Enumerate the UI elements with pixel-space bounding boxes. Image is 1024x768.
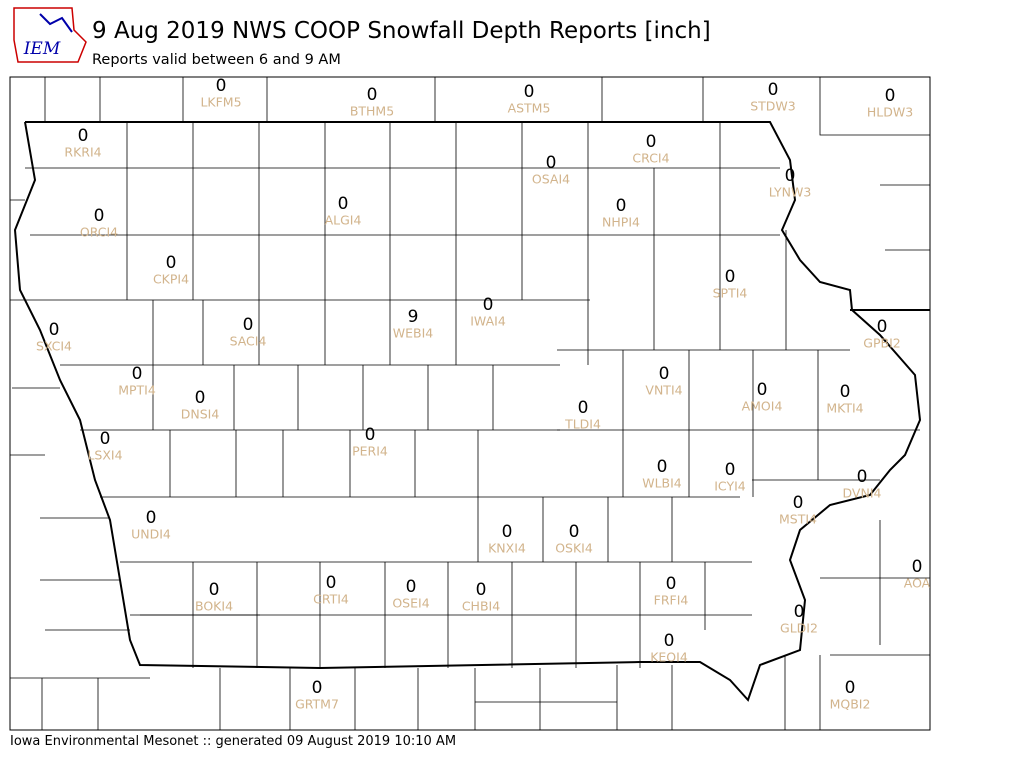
station-id: LYNW3	[769, 185, 812, 200]
station-id: KEOI4	[650, 650, 688, 665]
station-id: CRCI4	[632, 151, 669, 166]
subtitle: Reports valid between 6 and 9 AM	[92, 52, 341, 68]
footer: Iowa Environmental Mesonet :: generated …	[10, 734, 456, 749]
station-value: 0	[49, 320, 60, 340]
station-value: 0	[546, 153, 557, 173]
station-value: 0	[757, 380, 768, 400]
station-value: 0	[166, 253, 177, 273]
station-value: 0	[885, 86, 896, 106]
station-value: 0	[502, 522, 513, 542]
station-id: ASTM5	[508, 101, 551, 116]
station-value: 0	[483, 295, 494, 315]
station-value: 0	[216, 76, 227, 96]
station-value: 0	[785, 166, 796, 186]
station-id: STDW3	[750, 99, 796, 114]
station-value: 0	[840, 382, 851, 402]
station-id: WEBI4	[393, 326, 434, 341]
station-id: GPBI2	[863, 336, 900, 351]
station-id: SACI4	[230, 334, 267, 349]
station-id: BOKI4	[195, 599, 233, 614]
station-value: 0	[367, 85, 378, 105]
station-id: ICYI4	[714, 479, 746, 494]
station-id: NHPI4	[602, 215, 640, 230]
station-value: 0	[146, 508, 157, 528]
station-id: MKTI4	[826, 401, 863, 416]
station-id: ORCI4	[80, 225, 118, 240]
station-value: 0	[616, 196, 627, 216]
station-id: FRFI4	[654, 593, 689, 608]
station-value: 0	[406, 577, 417, 597]
station-id: GRTM7	[295, 697, 339, 712]
station-value: 0	[725, 267, 736, 287]
station-value: 0	[845, 678, 856, 698]
station-value: 0	[326, 573, 337, 593]
station-value: 0	[569, 522, 580, 542]
station-id: KNXI4	[488, 541, 526, 556]
station-value: 0	[365, 425, 376, 445]
station-value: 0	[100, 429, 111, 449]
basemap	[10, 77, 930, 730]
station-id: CRTI4	[313, 592, 349, 607]
station-value: 0	[338, 194, 349, 214]
station-value: 0	[78, 126, 89, 146]
station-id: SPTI4	[713, 286, 748, 301]
station-value: 0	[524, 82, 535, 102]
station-id: AOA	[904, 576, 931, 591]
station-value: 0	[476, 580, 487, 600]
station-id: ALGI4	[325, 213, 362, 228]
station-value: 0	[657, 457, 668, 477]
logo: IEM	[13, 7, 87, 63]
station-value: 0	[94, 206, 105, 226]
station-id: VNTI4	[645, 383, 682, 398]
station-id: GLDI2	[780, 621, 818, 636]
station-value: 0	[725, 460, 736, 480]
station-value: 0	[794, 602, 805, 622]
station-value: 0	[877, 317, 888, 337]
station-value: 0	[132, 364, 143, 384]
station-id: AMOI4	[742, 399, 783, 414]
station-value: 0	[768, 80, 779, 100]
station-id: IWAI4	[470, 314, 506, 329]
station-value: 0	[857, 467, 868, 487]
station-id: OSAI4	[532, 172, 570, 187]
station-value: 9	[408, 307, 419, 327]
map-frame	[9, 76, 931, 731]
station-id: MSTI4	[779, 512, 817, 527]
station-value: 0	[195, 388, 206, 408]
station-value: 0	[793, 493, 804, 513]
station-id: CHBI4	[462, 599, 500, 614]
station-id: BTHM5	[350, 104, 394, 119]
logo-text: IEM	[23, 39, 61, 59]
station-id: UNDI4	[131, 527, 171, 542]
station-id: DVNI4	[843, 486, 882, 501]
station-id: SXCI4	[36, 339, 72, 354]
station-value: 0	[664, 631, 675, 651]
station-id: MPTI4	[118, 383, 156, 398]
station-value: 0	[578, 398, 589, 418]
station-value: 0	[646, 132, 657, 152]
title: 9 Aug 2019 NWS COOP Snowfall Depth Repor…	[92, 18, 711, 44]
station-id: LSXI4	[87, 448, 122, 463]
station-value: 0	[312, 678, 323, 698]
station-id: HLDW3	[867, 105, 913, 120]
station-value: 0	[209, 580, 220, 600]
station-id: CKPI4	[153, 272, 189, 287]
station-value: 0	[912, 557, 923, 577]
station-id: LKFM5	[200, 95, 241, 110]
station-id: OSEI4	[392, 596, 429, 611]
station-value: 0	[666, 574, 677, 594]
station-id: MQBI2	[830, 697, 871, 712]
station-id: WLBI4	[642, 476, 682, 491]
station-id: RKRI4	[64, 145, 101, 160]
station-id: OSKI4	[555, 541, 593, 556]
station-id: TLDI4	[564, 417, 601, 432]
station-id: DNSI4	[181, 407, 220, 422]
station-value: 0	[243, 315, 254, 335]
station-id: PERI4	[352, 444, 388, 459]
station-value: 0	[659, 364, 670, 384]
